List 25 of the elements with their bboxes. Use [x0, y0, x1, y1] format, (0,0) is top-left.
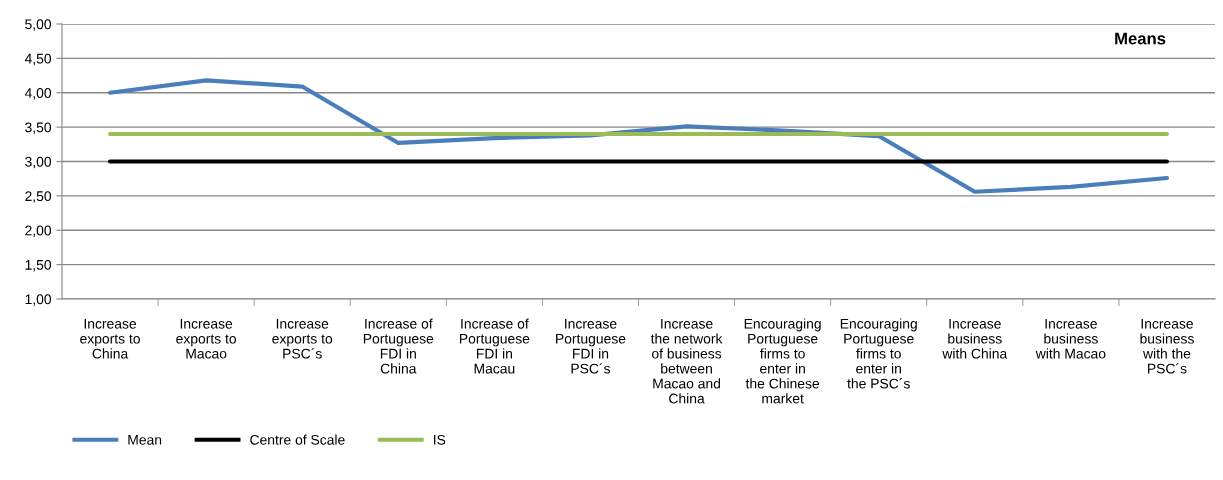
y-tick-label: 1,50 — [25, 259, 52, 272]
legend-label: IS — [434, 434, 446, 445]
x-tick-label: Encouraging Portuguese firms to enter in the Chinese market — [744, 318, 821, 404]
legend-label: Centre of Scale — [250, 434, 345, 445]
x-tick-label: Increase Portuguese FDI in PSC´s — [556, 318, 626, 374]
chart-title: Means — [1115, 32, 1166, 45]
x-tick-label: Increase of Portuguese FDI in Macau — [460, 318, 530, 374]
y-tick-label: 3,00 — [25, 156, 52, 169]
y-tick-label: 5,00 — [25, 19, 52, 31]
y-tick-label: 2,00 — [25, 225, 52, 238]
x-tick-label: Increase business with Macao — [1035, 318, 1106, 359]
y-tick-label: 4,50 — [24, 53, 52, 66]
x-tick-label: Increase business with China — [942, 318, 1008, 359]
x-tick-label: Increase business with the PSC´s — [1140, 318, 1194, 374]
y-tick-label: 4,00 — [24, 88, 52, 100]
y-tick-label: 2,50 — [25, 191, 52, 203]
y-tick-label: 3,50 — [25, 122, 52, 134]
y-tick-label: 1,00 — [25, 294, 52, 306]
x-tick-label: Encouraging Portuguese firms to enter in the PSC´s — [840, 318, 917, 389]
x-tick-label: Increase exports to Macao — [176, 318, 237, 359]
x-tick-label: Increase the network of business between Macao and China — [650, 318, 723, 404]
x-tick-label: Increase exports to PSC´s — [272, 318, 333, 359]
legend-label: Mean — [128, 435, 162, 445]
x-tick-label: Increase of Portuguese FDI in China — [363, 318, 434, 374]
x-tick-label: Increase exports to China — [80, 318, 140, 359]
